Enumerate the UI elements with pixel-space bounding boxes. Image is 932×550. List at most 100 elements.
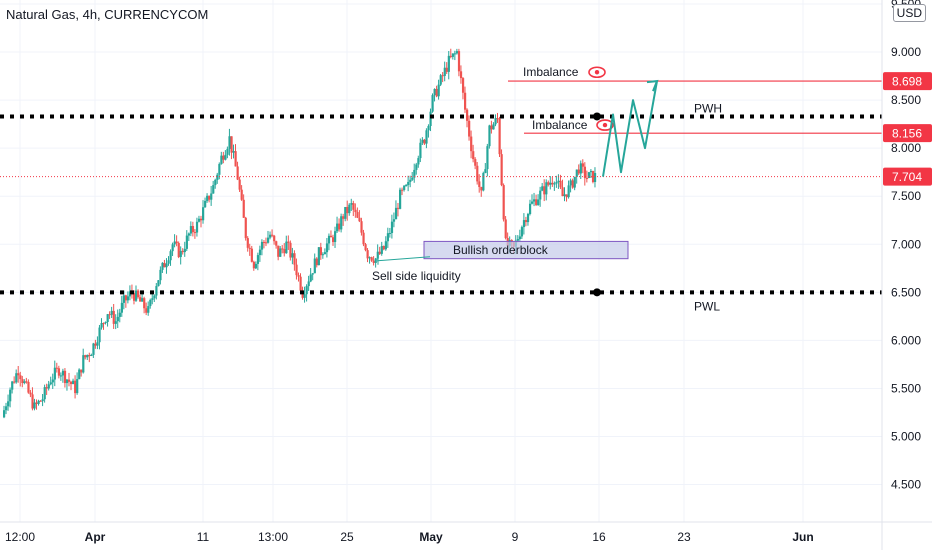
candle-body bbox=[269, 234, 272, 238]
x-tick-label: 25 bbox=[340, 530, 354, 544]
candle-body bbox=[329, 235, 333, 238]
candle-body bbox=[571, 180, 574, 188]
candle-body bbox=[445, 67, 448, 72]
candle-body bbox=[579, 163, 582, 174]
candle-body bbox=[535, 199, 538, 205]
candle-body bbox=[500, 154, 503, 186]
candle-body bbox=[275, 241, 278, 246]
candle-body bbox=[279, 248, 282, 257]
candle-body bbox=[494, 118, 497, 125]
candle-body bbox=[281, 248, 284, 250]
liquidity-label: Sell side liquidity bbox=[372, 269, 461, 283]
candle-body bbox=[47, 384, 50, 389]
candle-body bbox=[163, 262, 166, 268]
candle-body bbox=[187, 233, 191, 236]
candle-body bbox=[76, 379, 79, 394]
orderblock-box bbox=[423, 240, 629, 260]
candle-body bbox=[15, 373, 18, 383]
candle-body bbox=[344, 206, 347, 219]
eye-icon-pupil bbox=[594, 70, 600, 75]
candle-body bbox=[260, 241, 264, 250]
candle-body bbox=[392, 219, 396, 222]
candle-body bbox=[321, 254, 325, 256]
x-tick-label: 11 bbox=[197, 530, 210, 544]
candle-body bbox=[167, 260, 170, 264]
y-tick-label: 7.500 bbox=[891, 189, 921, 203]
candle-body bbox=[394, 207, 398, 220]
currency-button[interactable]: USD bbox=[892, 4, 926, 22]
candle-body bbox=[575, 169, 578, 177]
candle-body bbox=[254, 263, 258, 269]
candle-body bbox=[537, 199, 540, 205]
candle-body bbox=[267, 237, 270, 243]
candle-body bbox=[244, 217, 247, 239]
candle-body bbox=[539, 190, 542, 200]
candle-body bbox=[258, 249, 262, 256]
eye-icon bbox=[588, 66, 606, 79]
candle-body bbox=[459, 71, 463, 79]
candle-body bbox=[380, 245, 383, 254]
candle-body bbox=[149, 299, 152, 307]
projection-arrowhead bbox=[646, 79, 659, 92]
candle-body bbox=[421, 139, 424, 143]
imbalance-lower-label: Imbalance bbox=[532, 118, 588, 132]
candle-body bbox=[70, 381, 73, 385]
candle-body bbox=[319, 247, 323, 256]
candle-body bbox=[498, 118, 501, 155]
candle-body bbox=[246, 238, 249, 248]
candle-body bbox=[480, 187, 483, 191]
candle-body bbox=[86, 354, 89, 358]
candle-body bbox=[488, 125, 491, 147]
candle-body bbox=[57, 368, 61, 376]
candle-body bbox=[96, 342, 99, 346]
candle-body bbox=[388, 233, 392, 235]
candle-body bbox=[390, 221, 394, 234]
candle-body bbox=[59, 375, 63, 377]
candle-body bbox=[33, 402, 36, 409]
eye-icon bbox=[596, 119, 614, 131]
candle-body bbox=[378, 251, 381, 254]
candle-body bbox=[331, 237, 335, 243]
candle-body bbox=[520, 227, 524, 237]
candle-body bbox=[256, 255, 260, 264]
candle-body bbox=[250, 248, 253, 262]
candle-body bbox=[516, 239, 519, 241]
candle-body bbox=[285, 241, 288, 254]
candle-body bbox=[171, 244, 174, 252]
candle-body bbox=[549, 182, 552, 185]
candle-body bbox=[589, 170, 593, 173]
candle-body bbox=[5, 406, 8, 411]
candle-body bbox=[407, 181, 410, 185]
candle-body bbox=[433, 88, 436, 96]
candle-body bbox=[177, 243, 180, 258]
candle-body bbox=[202, 207, 205, 221]
candle-body bbox=[409, 179, 412, 182]
candle-body bbox=[419, 142, 422, 159]
candle-body bbox=[336, 223, 339, 232]
candle-body bbox=[528, 203, 532, 215]
candle-body bbox=[396, 207, 400, 209]
candle-body bbox=[49, 382, 52, 385]
candle-body bbox=[108, 314, 111, 316]
candle-body bbox=[526, 214, 530, 223]
candle-body bbox=[102, 323, 105, 325]
candle-body bbox=[19, 375, 22, 380]
candle-body bbox=[364, 244, 367, 251]
candle-body bbox=[141, 298, 144, 302]
candle-body bbox=[9, 389, 12, 402]
y-tick-label: 5.000 bbox=[891, 430, 921, 444]
candle-body bbox=[429, 111, 432, 127]
candle-body bbox=[356, 212, 359, 218]
candle-body bbox=[439, 75, 442, 85]
candle-body bbox=[135, 290, 138, 301]
candle-body bbox=[224, 154, 227, 160]
candle-body bbox=[431, 95, 434, 112]
candle-body bbox=[362, 232, 365, 245]
candle-body bbox=[13, 381, 16, 383]
candle-body bbox=[425, 130, 428, 144]
candle-body bbox=[323, 252, 327, 255]
candle-body bbox=[307, 281, 310, 287]
candle-body bbox=[468, 120, 471, 137]
candle-body bbox=[492, 124, 495, 130]
